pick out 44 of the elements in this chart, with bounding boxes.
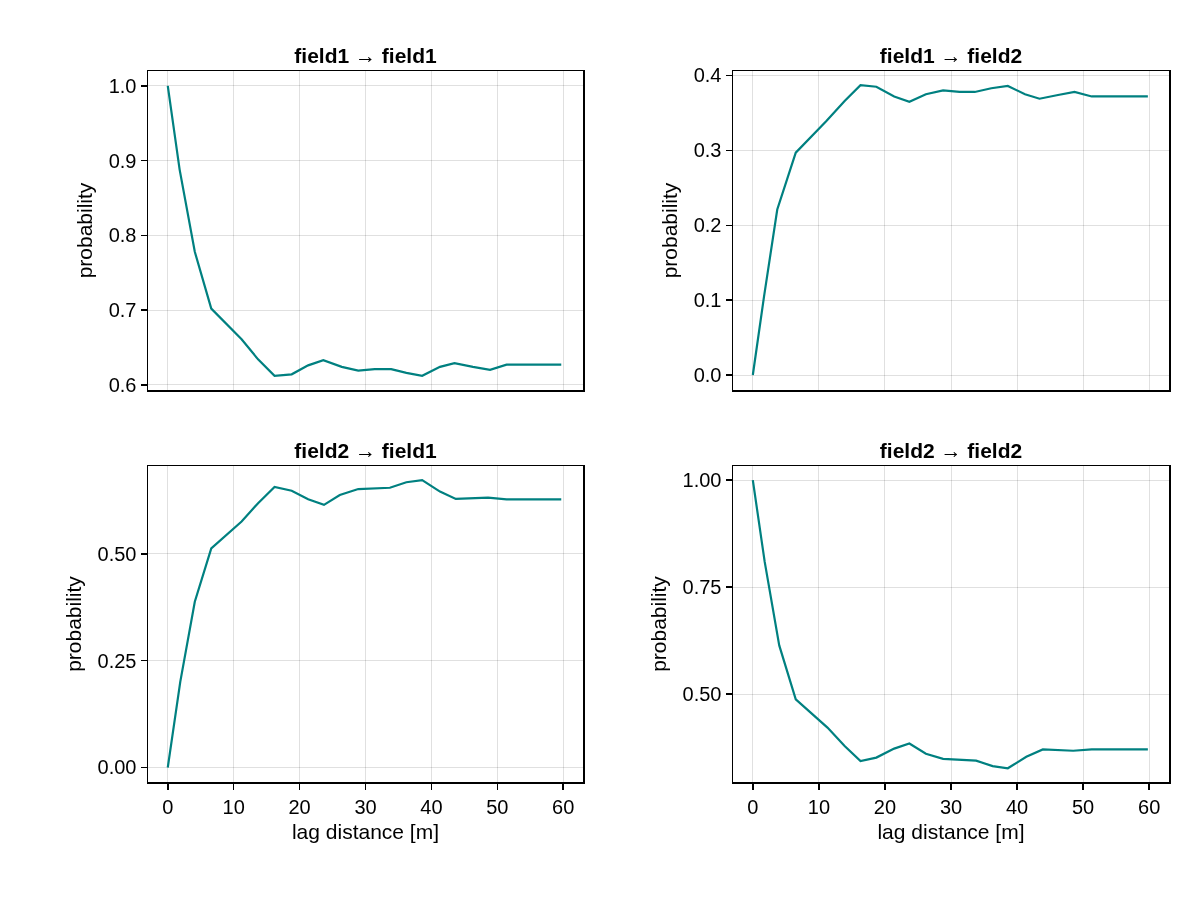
x-tick-label: 50 — [486, 795, 509, 818]
x-tick-label: 30 — [939, 795, 963, 818]
x-tick-label: 20 — [873, 795, 897, 818]
y-axis-title: probability — [73, 182, 97, 279]
x-tick-label: 10 — [222, 795, 245, 818]
x-axis-title: lag distance [m] — [877, 820, 1025, 844]
y-tick-label: 0.25 — [97, 649, 137, 672]
y-axis-title: probability — [61, 575, 85, 672]
x-tick-label: 0 — [747, 795, 759, 818]
line-series — [166, 478, 563, 769]
chart-title: field2 → field1 — [294, 439, 437, 462]
y-tick-label: 0.8 — [108, 224, 137, 247]
y-tick-label: 0.6 — [108, 373, 137, 396]
x-tick-label: 0 — [162, 795, 174, 818]
x-tick-label: 30 — [354, 795, 377, 818]
y-axis-title: probability — [646, 575, 670, 672]
y-tick-label: 0.0 — [693, 364, 722, 387]
x-tick-label: 40 — [1005, 795, 1029, 818]
line-series — [751, 479, 1149, 770]
y-axis-title: probability — [658, 182, 682, 279]
x-tick-label: 50 — [1071, 795, 1095, 818]
x-tick-label: 60 — [1138, 795, 1161, 818]
line-series — [166, 84, 563, 377]
y-tick-label: 1.0 — [108, 74, 137, 97]
y-tick-label: 0.7 — [108, 299, 137, 322]
y-tick-label: 0.75 — [682, 576, 722, 599]
y-tick-label: 0.50 — [97, 542, 137, 565]
chart-title: field2 → field2 — [879, 439, 1023, 462]
y-tick-label: 1.00 — [682, 469, 722, 492]
x-tick-label: 10 — [807, 795, 831, 818]
chart-title: field1 → field1 — [294, 44, 437, 67]
line-series — [751, 84, 1149, 377]
y-tick-label: 0.3 — [693, 139, 722, 162]
x-tick-label: 60 — [552, 795, 575, 818]
y-tick-label: 0.50 — [682, 683, 722, 706]
y-tick-label: 0.9 — [108, 149, 137, 172]
y-tick-label: 0.1 — [693, 289, 722, 312]
y-tick-label: 0.2 — [693, 214, 722, 237]
x-tick-label: 20 — [288, 795, 311, 818]
x-axis-title: lag distance [m] — [291, 820, 440, 844]
y-tick-label: 0.4 — [693, 64, 722, 87]
chart-title: field1 → field2 — [879, 44, 1023, 67]
x-tick-label: 40 — [420, 795, 443, 818]
y-tick-label: 0.00 — [97, 756, 137, 779]
